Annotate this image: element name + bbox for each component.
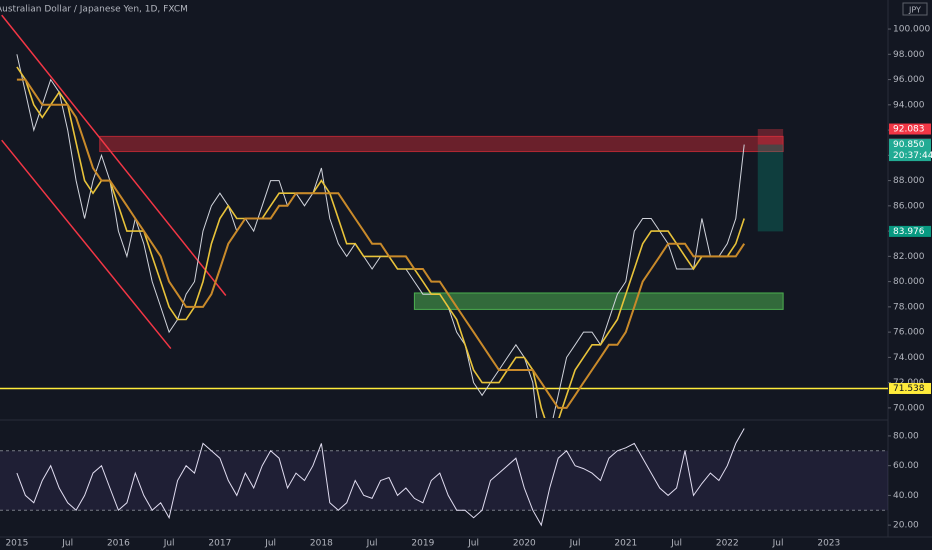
series-line bbox=[16, 78, 746, 409]
y-tick-label: 82.000 bbox=[893, 252, 925, 262]
chart-title: Australian Dollar / Japanese Yen, 1D, FX… bbox=[0, 5, 188, 15]
zone bbox=[413, 292, 784, 310]
x-tick-label: 2015 bbox=[5, 539, 28, 549]
y-tick-label: 80.00 bbox=[893, 431, 919, 441]
x-tick-label: Jul bbox=[670, 539, 682, 549]
price-tag-label: 90.850 bbox=[893, 140, 925, 150]
y-tick-label: 20.00 bbox=[893, 521, 919, 531]
x-tick-label: Jul bbox=[163, 539, 175, 549]
price-tag bbox=[889, 382, 931, 394]
x-tick-label: 2021 bbox=[614, 539, 637, 549]
trendline bbox=[1, 14, 227, 296]
price-tag bbox=[889, 139, 931, 162]
position-stop bbox=[757, 129, 784, 145]
x-tick-label: 2022 bbox=[716, 539, 739, 549]
y-tick-label: 74.000 bbox=[893, 353, 925, 363]
rsi-band bbox=[0, 450, 888, 511]
y-tick-label: 98.000 bbox=[893, 50, 925, 60]
y-tick-label: 76.000 bbox=[893, 328, 925, 338]
y-tick-label: 80.000 bbox=[893, 277, 925, 287]
zone bbox=[99, 135, 784, 153]
price-tag bbox=[889, 123, 931, 135]
price-tag-label: 83.976 bbox=[893, 227, 925, 237]
x-tick-label: Jul bbox=[61, 539, 73, 549]
y-tick-label: 70.000 bbox=[893, 403, 925, 413]
x-tick-label: Jul bbox=[569, 539, 581, 549]
x-tick-label: Jul bbox=[772, 539, 784, 549]
price-tag-label: 92.083 bbox=[893, 125, 925, 135]
y-tick-label: 96.000 bbox=[893, 75, 925, 85]
x-tick-label: Jul bbox=[366, 539, 378, 549]
series-line bbox=[16, 428, 745, 527]
y-tick-label: 78.000 bbox=[893, 302, 925, 312]
y-tick-label: 60.00 bbox=[893, 461, 919, 471]
y-tick-label: 100.000 bbox=[893, 25, 930, 35]
position-target bbox=[757, 144, 784, 232]
x-tick-label: Jul bbox=[264, 539, 276, 549]
price-tag-label: 71.538 bbox=[893, 384, 925, 394]
x-tick-label: Jul bbox=[467, 539, 479, 549]
currency-box bbox=[902, 2, 928, 16]
price-tag bbox=[889, 225, 931, 237]
x-tick-label: 2023 bbox=[817, 539, 840, 549]
currency: JPY bbox=[908, 6, 921, 15]
price-tag-sub: 20:37:44 bbox=[893, 151, 932, 161]
x-tick-label: 2019 bbox=[411, 539, 434, 549]
y-tick-label: 94.000 bbox=[893, 100, 925, 110]
x-tick-label: 2017 bbox=[208, 539, 231, 549]
x-tick-label: 2020 bbox=[513, 539, 536, 549]
x-tick-label: 2018 bbox=[310, 539, 333, 549]
y-tick-label: 88.000 bbox=[893, 176, 925, 186]
x-tick-label: 2016 bbox=[107, 539, 130, 549]
y-tick-label: 86.000 bbox=[893, 201, 925, 211]
y-tick-label: 40.00 bbox=[893, 491, 919, 501]
series-line bbox=[16, 66, 745, 418]
trendline bbox=[1, 139, 172, 350]
